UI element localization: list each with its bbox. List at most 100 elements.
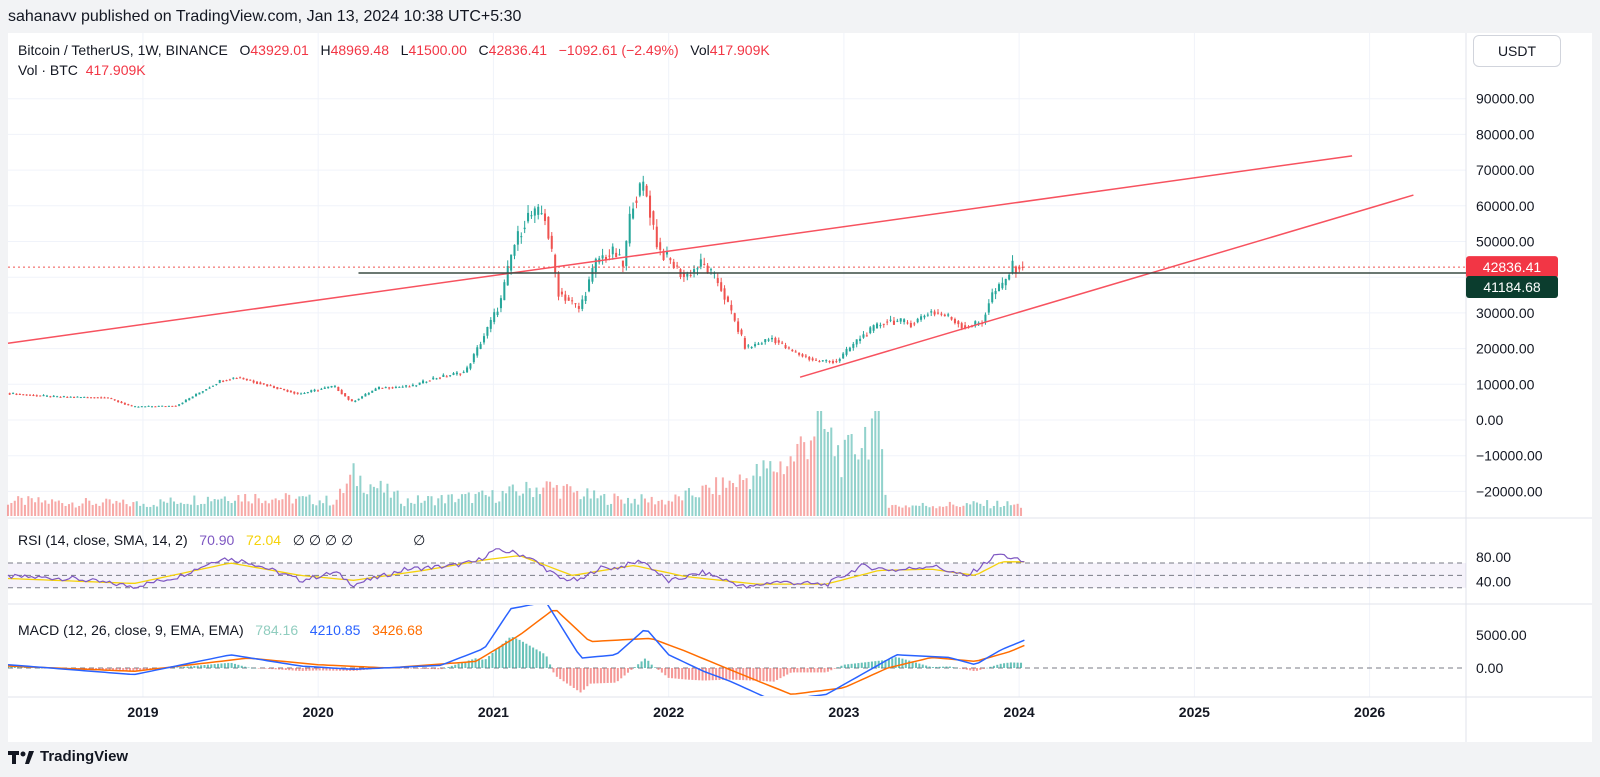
candle-body <box>489 319 492 329</box>
volume-bar <box>474 493 477 516</box>
volume-bar <box>999 507 1002 516</box>
macd-histogram-bar <box>813 668 816 673</box>
candle-body <box>581 299 584 309</box>
volume-bar <box>843 439 846 516</box>
macd-histogram-bar <box>172 667 176 669</box>
candle-body <box>550 235 553 249</box>
candle-body <box>171 405 174 407</box>
volume-bar <box>752 475 755 516</box>
time-tick-label: 2024 <box>1004 704 1035 720</box>
volume-bar <box>735 487 738 516</box>
volume-bar <box>596 498 599 516</box>
level-badge <box>1466 275 1558 298</box>
volume-bar <box>105 498 108 516</box>
candle-body <box>22 394 25 396</box>
volume-bar <box>179 502 182 516</box>
low-label: L <box>400 42 409 58</box>
candle-body <box>933 311 936 315</box>
candle-body <box>76 396 79 398</box>
volume-bar <box>674 494 677 516</box>
candle-body <box>333 385 336 387</box>
macd-histogram-bar <box>566 668 569 684</box>
candle-body <box>513 244 516 256</box>
price-tick-label: 70000.00 <box>1476 162 1535 178</box>
candle-body <box>408 386 411 388</box>
volume-bar <box>471 503 474 516</box>
macd-histogram-bar <box>206 664 209 668</box>
volume-bar <box>403 506 406 516</box>
macd-histogram-bar <box>413 668 416 669</box>
volume-bar <box>393 491 396 516</box>
volume-bar <box>572 492 575 516</box>
candle-body <box>781 342 784 344</box>
volume-bar <box>650 496 653 516</box>
candle-body <box>940 313 943 315</box>
macd-histogram-bar <box>223 663 226 668</box>
candle-body <box>405 385 408 387</box>
candle-body <box>49 396 52 398</box>
macd-histogram-bar <box>1006 662 1009 668</box>
chart-area[interactable] <box>8 33 1592 742</box>
volume-bar <box>772 471 775 516</box>
macd-histogram-bar <box>965 668 968 670</box>
volume-bar <box>78 505 81 516</box>
macd-histogram-bar <box>481 659 484 668</box>
candle-body <box>950 316 953 320</box>
volume-bar <box>904 505 907 516</box>
volume-bar <box>660 499 663 516</box>
candle-body <box>615 252 618 258</box>
volume-bar <box>376 488 379 516</box>
candle-body <box>601 255 604 259</box>
macd-histogram-bar <box>891 658 894 668</box>
macd-histogram-bar <box>704 668 707 681</box>
candle-body <box>398 386 401 388</box>
macd-histogram-bar <box>227 662 230 668</box>
grid <box>8 33 1466 697</box>
candle-body <box>804 355 807 357</box>
volume-bar <box>694 497 697 516</box>
macd-histogram-bar <box>183 666 186 668</box>
macd-histogram-bar <box>593 668 596 684</box>
volume-bar <box>813 436 816 516</box>
volume-bar <box>332 504 335 516</box>
macd-histogram-bar <box>626 668 630 673</box>
candle-body <box>259 382 262 385</box>
macd-histogram-bar <box>267 668 270 669</box>
candle-body <box>195 393 198 397</box>
macd-histogram-bar <box>640 661 643 668</box>
volume-bar <box>942 506 945 516</box>
volume-bar <box>559 498 562 516</box>
macd-histogram-bar <box>664 668 667 676</box>
candle-body <box>188 398 191 401</box>
candle-body <box>425 381 428 383</box>
candle-body <box>462 371 465 373</box>
candle-body <box>892 320 895 325</box>
macd-histogram-bar <box>555 668 558 677</box>
candle-body <box>134 406 137 408</box>
trendlines[interactable] <box>7 155 1466 378</box>
candle-body <box>181 402 184 405</box>
volume-bar <box>315 505 318 516</box>
volume-bar <box>610 503 613 516</box>
macd-histogram-bar <box>220 663 223 668</box>
vol-value: 417.909K <box>709 42 770 58</box>
candle-body <box>174 405 177 407</box>
volume-bar <box>128 506 131 516</box>
price-unit-button[interactable]: USDT <box>1473 35 1561 67</box>
volume-bar <box>450 494 453 516</box>
volume-bar <box>264 500 267 516</box>
volume-bar <box>142 503 145 516</box>
tradingview-footer[interactable]: TradingView <box>8 748 128 765</box>
volume-bar <box>840 477 843 516</box>
volume-bar <box>322 503 325 516</box>
volume-bar <box>67 504 71 516</box>
volume-bar <box>135 501 138 516</box>
volume-bar <box>738 474 741 516</box>
macd-tick-label: 0.00 <box>1476 660 1503 676</box>
candle-body <box>537 206 540 215</box>
volume-bar <box>122 499 125 516</box>
candle-body <box>113 399 116 401</box>
macd-histogram-bar <box>521 641 524 668</box>
volume-bar <box>715 477 718 516</box>
